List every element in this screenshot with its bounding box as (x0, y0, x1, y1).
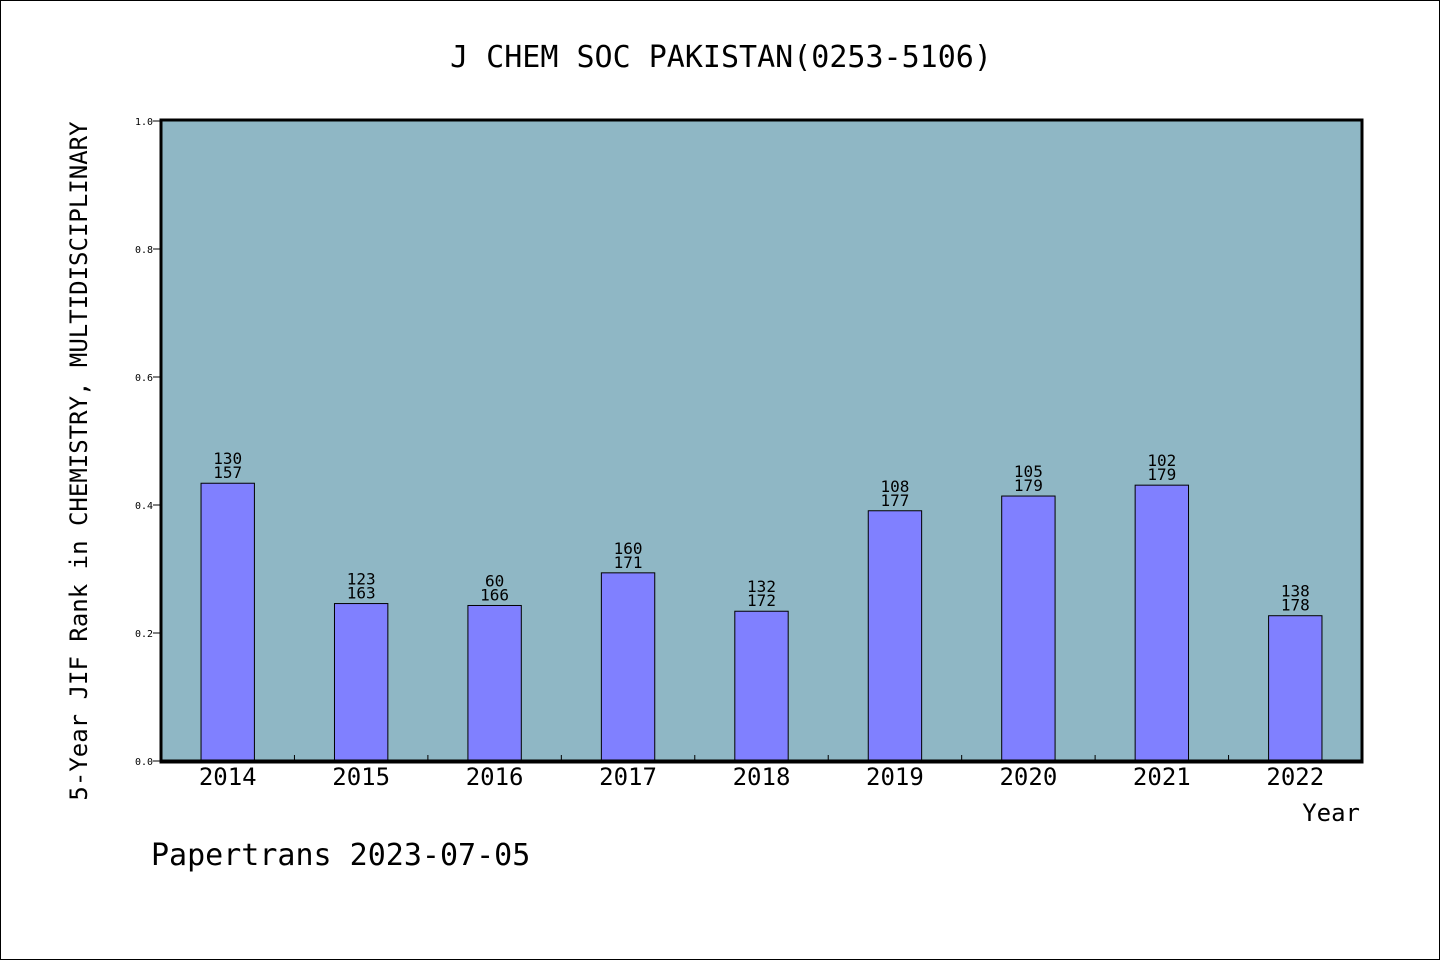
x-tick-label: 2019 (866, 763, 924, 791)
plot-border (159, 118, 1364, 763)
bar-total-label: 166 (480, 585, 509, 604)
bar-rank-label: 130 (213, 449, 242, 468)
x-tick-label: 2016 (466, 763, 524, 791)
chart-title: J CHEM SOC PAKISTAN(0253-5106) (450, 40, 992, 75)
bar-rank-label: 108 (880, 477, 909, 496)
bar-rank-label: 102 (1147, 451, 1176, 470)
bar-rank-label: 132 (747, 577, 776, 596)
bar-total-label: 163 (347, 584, 376, 603)
y-tick-label: 0.0 (135, 757, 153, 768)
x-tick-label: 2017 (599, 763, 657, 791)
bar-2021 (1134, 484, 1190, 762)
x-axis-label: Year (1302, 799, 1360, 827)
bar-rank-label: 160 (614, 539, 643, 558)
x-tick-label: 2021 (1133, 763, 1191, 791)
y-tick-label: 0.4 (135, 501, 153, 512)
bar-total-label: 157 (213, 463, 242, 482)
x-tick-label: 2022 (1266, 763, 1324, 791)
bar-rank-label: 138 (1281, 582, 1310, 601)
bar-rank-label: 105 (1014, 462, 1043, 481)
bar-total-label: 178 (1281, 596, 1310, 615)
x-tick-label: 2015 (332, 763, 390, 791)
x-axis: 2014 2015 2016 2017 2018 2019 2020 2021 2022 (199, 755, 1324, 791)
x-tick-label: 2020 (999, 763, 1057, 791)
bar-total-label: 171 (614, 553, 643, 572)
bar-2022 (1268, 615, 1323, 762)
bars-group: 1301571231636016616017113217210817710517… (200, 449, 1323, 762)
y-tick-label: 1.0 (135, 117, 153, 128)
y-tick-label: 0.6 (135, 373, 153, 384)
y-axis: 0.0 0.2 0.4 0.6 0.8 1.0 (135, 117, 161, 768)
bar-rank-label: 123 (347, 570, 376, 589)
bar-2016 (467, 604, 522, 762)
y-axis-label: 5-Year JIF Rank in CHEMISTRY, MULTIDISCI… (65, 121, 93, 801)
bar-total-label: 177 (880, 491, 909, 510)
x-tick-label: 2014 (199, 763, 257, 791)
bar-rank-label: 60 (485, 571, 504, 590)
y-tick-label: 0.2 (135, 629, 153, 640)
bar-2017 (600, 572, 656, 762)
x-tick-label: 2018 (733, 763, 791, 791)
bar-2014 (200, 482, 255, 762)
bar-total-label: 172 (747, 591, 776, 610)
bar-2018 (734, 610, 789, 762)
bar-2019 (867, 510, 923, 762)
y-tick-label: 0.8 (135, 245, 153, 256)
bar-2015 (333, 603, 389, 762)
bar-total-label: 179 (1014, 476, 1043, 495)
bar-total-label: 179 (1147, 465, 1176, 484)
footer-text: Papertrans 2023-07-05 (151, 838, 530, 873)
bar-2020 (1001, 495, 1056, 762)
